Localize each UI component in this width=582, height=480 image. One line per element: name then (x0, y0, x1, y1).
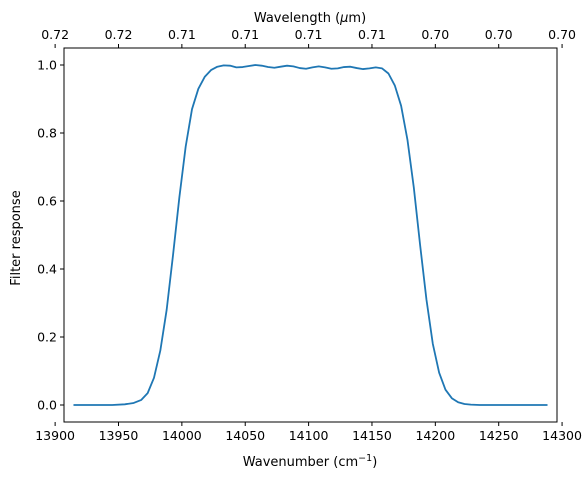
x2-tick-label: 0.71 (295, 27, 323, 42)
x2-tick-label: 0.70 (421, 27, 449, 42)
x2-axis-label-mu: μ (339, 11, 348, 26)
y-tick-label: 0.8 (37, 126, 57, 141)
x-axis-bottom: 13900 13950 14000 14050 14100 14150 14200 14250… (35, 422, 582, 443)
x-tick-label: 13950 (99, 428, 139, 443)
y-tick-label: 0.6 (37, 194, 57, 209)
x-tick-label: 14100 (289, 428, 329, 443)
y-tick-label: 0.2 (37, 330, 57, 345)
plot-series (73, 64, 548, 406)
x-tick-label: 14050 (225, 428, 265, 443)
y-axis: 0.0 0.2 0.4 0.6 0.8 1.0 (37, 58, 64, 413)
x2-tick-label: 0.72 (105, 27, 133, 42)
x2-axis-label: Wavelength (μm) (254, 11, 366, 26)
x-tick-label: 13900 (35, 428, 75, 443)
x2-tick-label: 0.71 (168, 27, 196, 42)
x2-tick-label: 0.70 (485, 27, 513, 42)
x2-tick-label: 0.70 (548, 27, 576, 42)
y-axis-label: Filter response (9, 190, 24, 285)
series-line-0 (73, 64, 548, 406)
x2-tick-label: 0.71 (231, 27, 259, 42)
x-axis-label: Wavenumber (cm−1) (243, 453, 378, 470)
y-tick-label: 0.4 (37, 262, 57, 277)
x-tick-label: 14250 (479, 428, 519, 443)
x2-tick-label: 0.71 (358, 27, 386, 42)
y-tick-label: 1.0 (37, 58, 57, 73)
x-axis-label-superscript: −1 (358, 453, 372, 464)
plot-frame (63, 47, 558, 423)
x-tick-label: 14300 (542, 428, 582, 443)
x-tick-label: 14200 (415, 428, 455, 443)
x-tick-label: 14000 (162, 428, 202, 443)
x-axis-top: 0.72 0.72 0.71 0.71 0.71 0.71 0.70 0.70 0.70 (41, 27, 576, 48)
x-tick-label: 14150 (352, 428, 392, 443)
x2-tick-label: 0.72 (41, 27, 69, 42)
y-tick-label: 0.0 (37, 398, 57, 413)
